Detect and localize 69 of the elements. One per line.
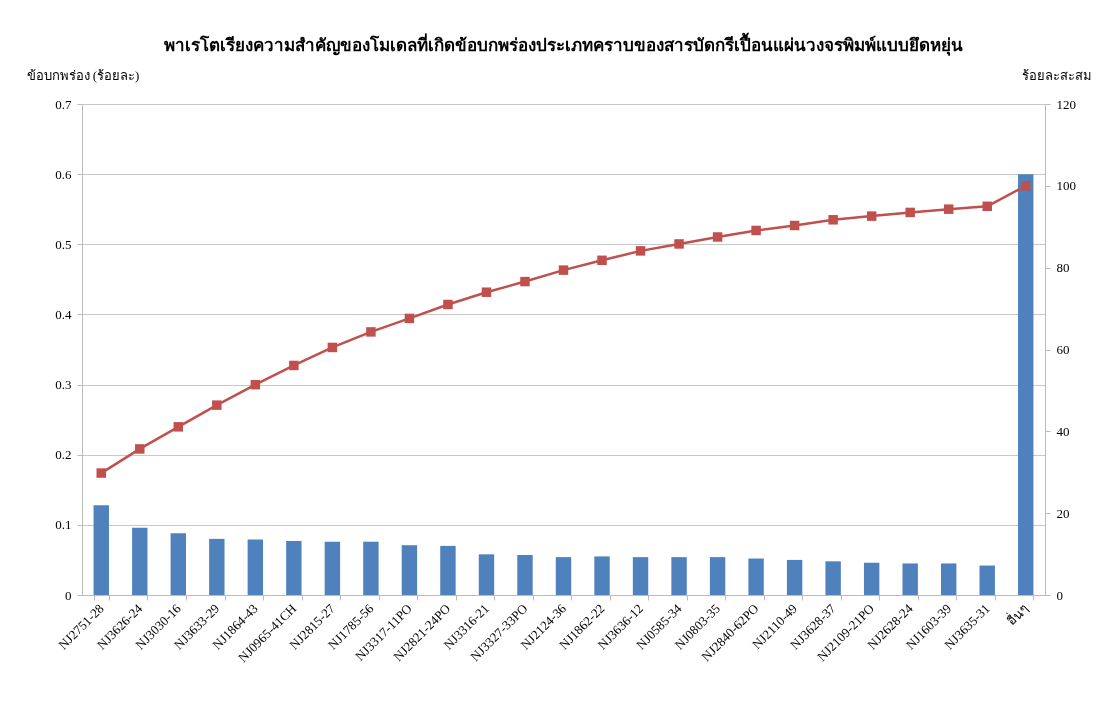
bar xyxy=(632,557,649,595)
chart-title: พาเรโตเรียงความสำคัญของโมเดลที่เกิดข้อบกพร่องประเภทคราบของสารบัดกรีเปื้อนแผ่นวงจรพิมพ์แบบยึดหยุ่น xyxy=(164,32,963,56)
point xyxy=(327,342,338,353)
y-tick-label: 0 xyxy=(65,587,72,603)
bar xyxy=(170,533,186,595)
y-tick-label: 0.6 xyxy=(55,166,72,182)
point xyxy=(982,201,992,212)
point xyxy=(135,444,145,454)
point xyxy=(212,400,222,410)
y2-tick-label: 20 xyxy=(1056,505,1070,521)
y2-tick-label: 60 xyxy=(1056,342,1070,357)
point xyxy=(635,246,646,256)
point xyxy=(943,204,954,214)
bar xyxy=(324,541,341,595)
point xyxy=(1021,181,1031,191)
point xyxy=(558,265,569,275)
bar xyxy=(517,555,533,595)
bar xyxy=(93,505,109,595)
bar xyxy=(401,545,418,595)
y2-axis-title: ร้อยละสะสม xyxy=(1021,67,1092,83)
point xyxy=(173,422,184,432)
point xyxy=(905,207,915,218)
bar xyxy=(555,557,572,595)
point xyxy=(866,211,877,221)
point xyxy=(674,239,684,249)
y2-tick-label: 0 xyxy=(1056,587,1063,603)
point xyxy=(289,360,299,371)
y-tick-label: 0.7 xyxy=(55,96,72,112)
bar xyxy=(671,557,687,595)
point xyxy=(96,468,106,478)
y-tick-label: 0.4 xyxy=(55,306,72,322)
point xyxy=(520,276,530,287)
y-tick-label: 0.1 xyxy=(55,517,72,533)
bar xyxy=(863,562,880,595)
bar xyxy=(902,563,918,595)
y2-tick-label: 120 xyxy=(1056,96,1076,112)
y-tick-label: 0.2 xyxy=(55,447,72,463)
point xyxy=(712,232,723,242)
point xyxy=(789,220,800,231)
bar xyxy=(979,565,995,595)
bar xyxy=(286,540,302,595)
bar xyxy=(825,561,841,595)
y-tick-label: 0.3 xyxy=(55,377,72,393)
bar xyxy=(478,554,495,595)
y2-tick-label: 40 xyxy=(1056,423,1070,439)
x-tick-label: อื่นๆ xyxy=(1002,600,1032,629)
point xyxy=(250,379,261,390)
bar xyxy=(1018,174,1034,595)
bar xyxy=(941,563,957,595)
point xyxy=(481,287,492,297)
point xyxy=(597,255,607,266)
bar xyxy=(440,545,456,595)
point xyxy=(828,215,838,225)
bar xyxy=(786,559,803,595)
bar xyxy=(247,539,264,595)
bar xyxy=(209,538,225,595)
bar xyxy=(709,557,726,595)
point xyxy=(443,299,453,310)
bar xyxy=(748,558,764,595)
bar xyxy=(363,541,379,595)
y2-tick-label: 100 xyxy=(1056,178,1076,194)
point xyxy=(404,313,415,324)
y-axis-title: ข้อบกพร่อง (ร้อยละ) xyxy=(26,67,140,83)
bar xyxy=(594,556,610,595)
y2-tick-label: 80 xyxy=(1056,260,1070,276)
point xyxy=(366,327,376,337)
y-tick-label: 0.5 xyxy=(55,236,72,252)
point xyxy=(751,225,761,236)
bar xyxy=(132,527,148,595)
